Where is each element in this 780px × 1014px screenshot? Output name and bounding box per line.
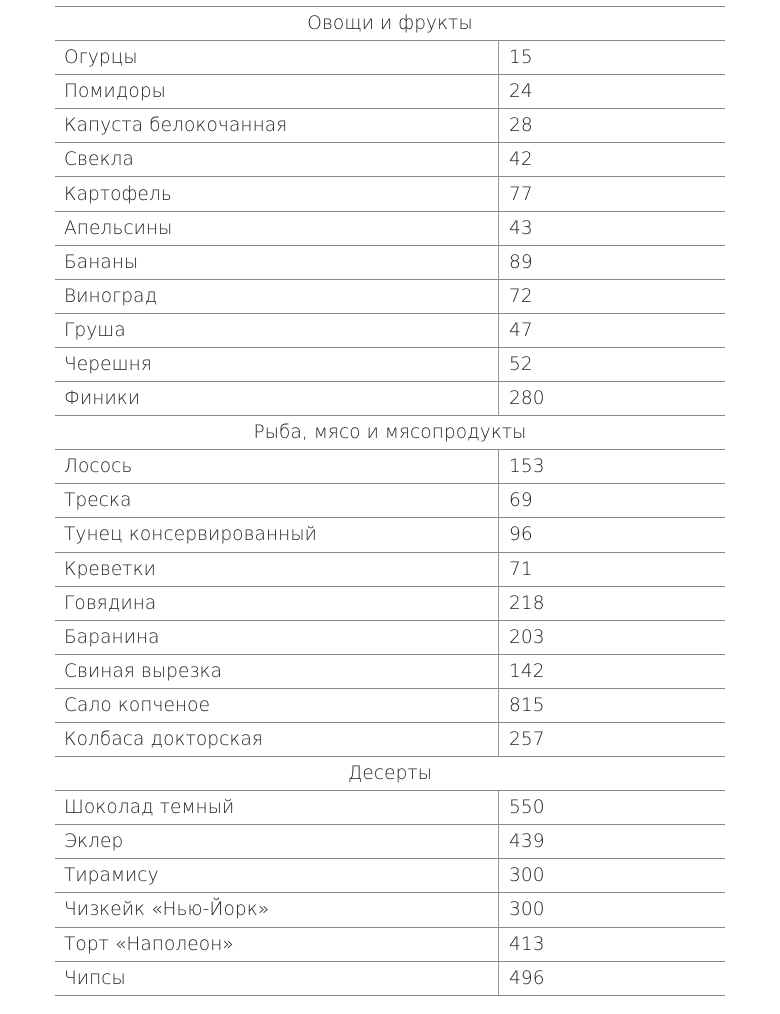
table-row: Баранина 203: [55, 620, 725, 655]
table-row: Шоколад темный 550: [55, 791, 725, 826]
product-name: Сало копченое: [55, 688, 499, 722]
calorie-value: 15: [509, 47, 533, 69]
table-row: Тирамису 300: [55, 859, 725, 894]
product-name: Виноград: [55, 279, 499, 313]
table-row: Груша 47: [55, 313, 725, 348]
calorie-value: 203: [509, 626, 545, 648]
calorie-value: 496: [509, 967, 545, 989]
section-header: Рыба, мясо и мясопродукты: [55, 416, 725, 451]
calorie-value: 89: [509, 251, 533, 273]
product-name: Черешня: [55, 347, 499, 382]
table-row: Треска 69: [55, 484, 725, 519]
table-row: Говядина 218: [55, 586, 725, 621]
table-row: Свиная вырезка 142: [55, 654, 725, 689]
product-name: Говядина: [55, 586, 499, 620]
table-row: Чизкейк «Нью-Йорк» 300: [55, 893, 725, 928]
calorie-value: 218: [509, 592, 545, 614]
calorie-value: 300: [509, 865, 545, 887]
product-name: Чизкейк «Нью-Йорк»: [55, 893, 499, 927]
calorie-value: 69: [509, 490, 533, 512]
product-name: Креветки: [55, 552, 499, 586]
table-row: Виноград 72: [55, 279, 725, 314]
calorie-value: 439: [509, 831, 545, 853]
calorie-value: 72: [509, 285, 533, 307]
product-name: Капуста белокочанная: [55, 109, 499, 143]
table-row: Огурцы 15: [55, 41, 725, 76]
product-name: Торт «Наполеон»: [55, 927, 499, 961]
product-name: Помидоры: [55, 75, 499, 109]
product-name: Чипсы: [55, 961, 499, 995]
calorie-table: Овощи и фрукты Огурцы 15 Помидоры 24 Капуста …: [55, 6, 725, 996]
table-row: Торт «Наполеон» 413: [55, 927, 725, 962]
table-row: Финики 280: [55, 382, 725, 417]
calorie-value: 153: [509, 456, 545, 478]
section-header: Овощи и фрукты: [55, 7, 725, 42]
table-row: Сало копченое 815: [55, 688, 725, 723]
product-name: Треска: [55, 484, 499, 518]
product-name: Колбаса докторская: [55, 722, 499, 757]
table-row: Апельсины 43: [55, 211, 725, 246]
calorie-value: 43: [509, 217, 533, 239]
table-row: Эклер 439: [55, 825, 725, 860]
product-name: Баранина: [55, 620, 499, 654]
calorie-value: 28: [509, 115, 533, 137]
product-name: Тирамису: [55, 859, 499, 893]
product-name: Лосось: [55, 450, 499, 484]
table-row: Чипсы 496: [55, 961, 725, 996]
product-name: Огурцы: [55, 41, 499, 75]
calorie-value: 47: [509, 319, 533, 341]
table-row: Помидоры 24: [55, 75, 725, 110]
product-name: Картофель: [55, 177, 499, 211]
calorie-value: 42: [509, 149, 533, 171]
calorie-value: 71: [509, 558, 533, 580]
table-row: Лосось 153: [55, 450, 725, 485]
section-header: Десерты: [55, 757, 725, 792]
calorie-value: 77: [509, 183, 533, 205]
product-name: Эклер: [55, 825, 499, 859]
table-row: Колбаса докторская 257: [55, 722, 725, 758]
table-row: Черешня 52: [55, 347, 725, 383]
calorie-value: 815: [509, 694, 545, 716]
product-name: Бананы: [55, 245, 499, 279]
calorie-value: 413: [509, 933, 545, 955]
calorie-value: 300: [509, 899, 545, 921]
calorie-value: 257: [509, 729, 545, 751]
table-row: Капуста белокочанная 28: [55, 109, 725, 144]
table-row: Свекла 42: [55, 143, 725, 178]
calorie-value: 52: [509, 353, 533, 375]
calorie-value: 24: [509, 81, 533, 103]
table-row: Тунец консервированный 96: [55, 518, 725, 553]
product-name: Тунец консервированный: [55, 518, 499, 552]
calorie-value: 142: [509, 660, 545, 682]
product-name: Шоколад темный: [55, 791, 499, 825]
product-name: Груша: [55, 313, 499, 347]
product-name: Свекла: [55, 143, 499, 177]
product-name: Апельсины: [55, 211, 499, 245]
table-row: Креветки 71: [55, 552, 725, 587]
table-row: Бананы 89: [55, 245, 725, 280]
calorie-value: 96: [509, 524, 533, 546]
table-row: Картофель 77: [55, 177, 725, 212]
product-name: Свиная вырезка: [55, 654, 499, 688]
calorie-value: 550: [509, 797, 545, 819]
product-name: Финики: [55, 382, 499, 416]
calorie-value: 280: [509, 388, 545, 410]
